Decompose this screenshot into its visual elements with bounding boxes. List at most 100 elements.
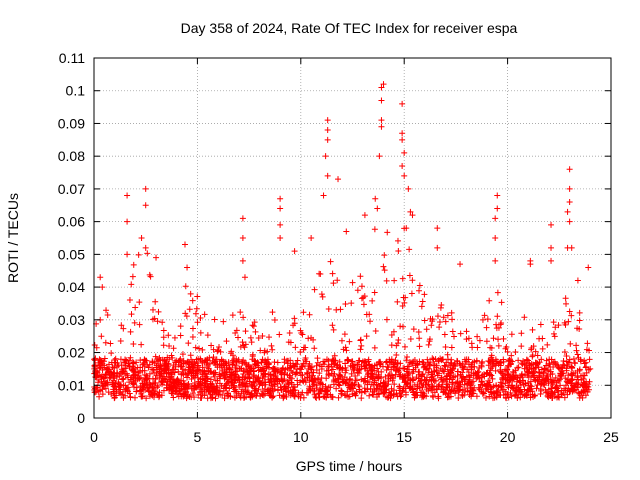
data-point (399, 302, 406, 309)
data-point (104, 311, 111, 318)
data-point (182, 389, 189, 396)
data-point (285, 380, 292, 387)
data-point (425, 341, 432, 348)
data-point (494, 205, 501, 212)
data-point (153, 384, 160, 391)
data-point (147, 382, 154, 389)
data-point (416, 287, 423, 294)
data-point (336, 382, 343, 389)
data-point (448, 309, 455, 316)
data-point (380, 263, 387, 270)
data-point (566, 308, 573, 315)
data-point (338, 388, 345, 395)
data-point (378, 84, 385, 91)
data-point (576, 317, 583, 324)
data-point (197, 315, 204, 322)
data-point (529, 326, 536, 333)
data-point (269, 309, 276, 316)
data-point (409, 277, 416, 284)
data-point (444, 366, 451, 373)
data-point (210, 354, 217, 361)
data-point (204, 357, 211, 364)
data-point (203, 359, 210, 366)
data-point (528, 345, 535, 352)
data-point (135, 369, 142, 376)
data-point (349, 391, 356, 398)
data-point (205, 384, 212, 391)
data-point (524, 387, 531, 394)
data-point (507, 374, 514, 381)
data-point (182, 283, 189, 290)
y-tick-label: 0 (77, 410, 85, 426)
data-point (368, 363, 375, 370)
data-point (401, 149, 408, 156)
data-point (266, 334, 273, 341)
data-point (343, 228, 350, 235)
data-point (252, 378, 259, 385)
data-point (165, 332, 172, 339)
data-point (111, 375, 118, 382)
data-point (443, 381, 450, 388)
data-point (179, 351, 186, 358)
data-point (566, 166, 573, 173)
data-point (132, 304, 139, 311)
data-point (400, 323, 407, 330)
data-point (133, 388, 140, 395)
data-point (527, 361, 534, 368)
data-point (324, 117, 331, 124)
data-point (144, 385, 151, 392)
data-point (563, 353, 570, 360)
data-point (394, 237, 401, 244)
data-point (307, 364, 314, 371)
data-point (527, 383, 534, 390)
data-point (463, 373, 470, 380)
data-point (371, 289, 378, 296)
data-point (311, 286, 318, 293)
data-point (540, 381, 547, 388)
data-point (560, 390, 567, 397)
data-point (189, 334, 196, 341)
data-point (97, 364, 104, 371)
data-point (414, 392, 421, 399)
data-point (214, 384, 221, 391)
data-point (91, 342, 98, 349)
data-point (279, 365, 286, 372)
data-point (284, 371, 291, 378)
data-point (366, 392, 373, 399)
data-point (441, 331, 448, 338)
data-point (159, 319, 166, 326)
data-point (102, 371, 109, 378)
data-point (540, 369, 547, 376)
data-point (379, 383, 386, 390)
data-point (566, 218, 573, 225)
data-point (434, 244, 441, 251)
data-point (425, 369, 432, 376)
data-point (266, 371, 273, 378)
data-point (395, 248, 402, 255)
data-point (189, 297, 196, 304)
data-point (346, 376, 353, 383)
data-point (195, 359, 202, 366)
data-point (529, 353, 536, 360)
data-point (584, 340, 591, 347)
data-point (329, 322, 336, 329)
data-point (129, 273, 136, 280)
data-point (415, 368, 422, 375)
data-point (384, 229, 391, 236)
data-point (329, 393, 336, 400)
data-point (136, 299, 143, 306)
data-point (374, 385, 381, 392)
data-point (191, 394, 198, 401)
data-point (375, 375, 382, 382)
data-point (421, 317, 428, 324)
data-point (416, 343, 423, 350)
data-point (335, 379, 342, 386)
data-point (423, 326, 430, 333)
data-point (269, 366, 276, 373)
data-point (121, 359, 128, 366)
data-point (149, 306, 156, 313)
data-point (392, 371, 399, 378)
data-point (242, 328, 249, 335)
data-point (169, 388, 176, 395)
data-point (210, 369, 217, 376)
